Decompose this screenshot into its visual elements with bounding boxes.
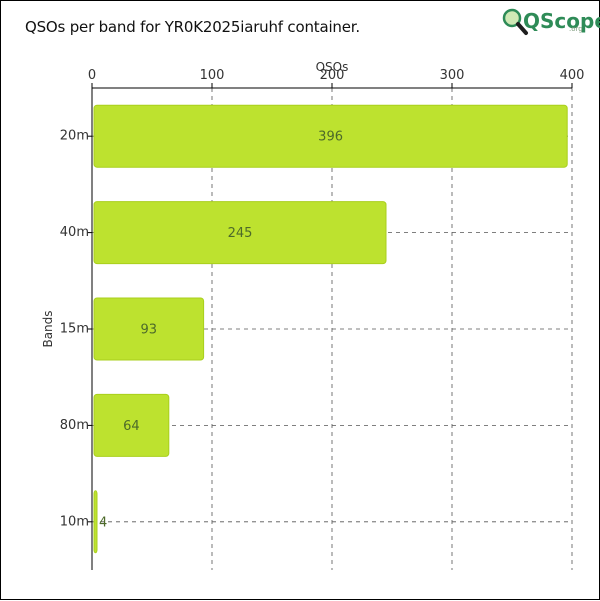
bar-15m[interactable] [93,297,205,361]
qscope-logo[interactable]: QScope .org [501,7,600,39]
y-axis-label: Bands [41,310,55,347]
bar-value-label: 4 [99,515,107,530]
y-tick-label: 10m [60,514,89,529]
x-tick-label: 100 [200,68,225,83]
x-tick-label: 400 [560,68,585,83]
bar-80m[interactable] [93,393,170,457]
bar-value-label: 396 [318,130,343,145]
x-tick-label: 0 [88,68,96,83]
magnifier-logo-icon [502,8,528,35]
bar-40m[interactable] [93,201,387,265]
x-tick-label: 300 [440,68,465,83]
y-tick-label: 40m [60,225,89,240]
x-tick-label: 200 [320,68,345,83]
chart-title: QSOs per band for YR0K2025iaruhf contain… [25,18,360,36]
logo-wordmark: QScope [523,9,600,33]
bar-value-label: 64 [123,419,140,434]
ticks: 0 100 200 300 400 20m 40m 15m 80m 10m [60,68,585,529]
bar-value-label: 245 [228,226,253,241]
x-axis-label: QSOs [316,60,349,74]
bar-10m[interactable] [93,490,98,554]
logo-domain: .org [569,25,583,33]
y-tick-label: 80m [60,418,89,433]
bar-20m[interactable] [93,104,568,168]
y-tick-label: 20m [60,129,89,144]
bars: 396 245 93 64 4 [93,104,568,554]
y-tick-label: 15m [60,322,89,337]
bar-value-label: 93 [141,323,158,338]
